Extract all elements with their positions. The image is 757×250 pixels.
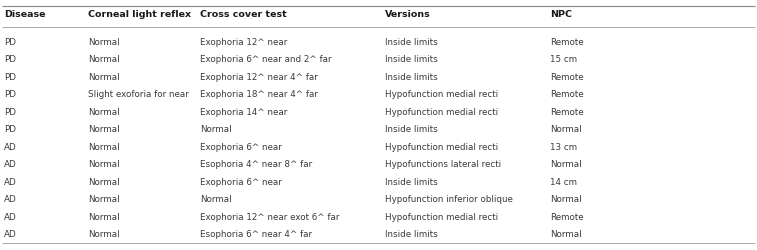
- Text: Normal: Normal: [550, 230, 581, 238]
- Text: Normal: Normal: [88, 177, 120, 186]
- Text: Hypofunction medial recti: Hypofunction medial recti: [385, 142, 498, 152]
- Text: Exophoria 6^ near: Exophoria 6^ near: [200, 142, 282, 152]
- Text: Exophoria 12^ near: Exophoria 12^ near: [200, 38, 288, 47]
- Text: Corneal light reflex: Corneal light reflex: [88, 10, 191, 19]
- Text: PD: PD: [4, 38, 16, 47]
- Text: 14 cm: 14 cm: [550, 177, 577, 186]
- Text: 15 cm: 15 cm: [550, 55, 577, 64]
- Text: Exophoria 14^ near: Exophoria 14^ near: [200, 108, 288, 116]
- Text: Normal: Normal: [88, 73, 120, 82]
- Text: Normal: Normal: [550, 195, 581, 204]
- Text: Hypofunction medial recti: Hypofunction medial recti: [385, 90, 498, 99]
- Text: Remote: Remote: [550, 90, 584, 99]
- Text: Inside limits: Inside limits: [385, 38, 438, 47]
- Text: Normal: Normal: [88, 38, 120, 47]
- Text: Inside limits: Inside limits: [385, 177, 438, 186]
- Text: Normal: Normal: [88, 55, 120, 64]
- Text: Normal: Normal: [88, 142, 120, 152]
- Text: AD: AD: [4, 230, 17, 238]
- Text: PD: PD: [4, 108, 16, 116]
- Text: Remote: Remote: [550, 108, 584, 116]
- Text: Cross cover test: Cross cover test: [200, 10, 287, 19]
- Text: Inside limits: Inside limits: [385, 125, 438, 134]
- Text: Normal: Normal: [200, 125, 232, 134]
- Text: 13 cm: 13 cm: [550, 142, 577, 152]
- Text: Exophoria 18^ near 4^ far: Exophoria 18^ near 4^ far: [200, 90, 318, 99]
- Text: Normal: Normal: [88, 108, 120, 116]
- Text: AD: AD: [4, 160, 17, 169]
- Text: Normal: Normal: [88, 212, 120, 221]
- Text: Esophoria 4^ near 8^ far: Esophoria 4^ near 8^ far: [200, 160, 312, 169]
- Text: AD: AD: [4, 142, 17, 152]
- Text: Versions: Versions: [385, 10, 431, 19]
- Text: Normal: Normal: [200, 195, 232, 204]
- Text: Normal: Normal: [88, 230, 120, 238]
- Text: Hypofunction medial recti: Hypofunction medial recti: [385, 212, 498, 221]
- Text: Slight exoforia for near: Slight exoforia for near: [88, 90, 189, 99]
- Text: Normal: Normal: [88, 125, 120, 134]
- Text: NPC: NPC: [550, 10, 572, 19]
- Text: PD: PD: [4, 125, 16, 134]
- Text: Exophoria 6^ near and 2^ far: Exophoria 6^ near and 2^ far: [200, 55, 332, 64]
- Text: Normal: Normal: [550, 125, 581, 134]
- Text: Hypofunction medial recti: Hypofunction medial recti: [385, 108, 498, 116]
- Text: AD: AD: [4, 195, 17, 204]
- Text: PD: PD: [4, 55, 16, 64]
- Text: PD: PD: [4, 73, 16, 82]
- Text: Hypofunction inferior oblique: Hypofunction inferior oblique: [385, 195, 513, 204]
- Text: Normal: Normal: [88, 195, 120, 204]
- Text: Inside limits: Inside limits: [385, 55, 438, 64]
- Text: Inside limits: Inside limits: [385, 73, 438, 82]
- Text: Normal: Normal: [88, 160, 120, 169]
- Text: PD: PD: [4, 90, 16, 99]
- Text: Remote: Remote: [550, 212, 584, 221]
- Text: Esophoria 6^ near 4^ far: Esophoria 6^ near 4^ far: [200, 230, 312, 238]
- Text: Remote: Remote: [550, 73, 584, 82]
- Text: Hypofunctions lateral recti: Hypofunctions lateral recti: [385, 160, 501, 169]
- Text: Exophoria 12^ near 4^ far: Exophoria 12^ near 4^ far: [200, 73, 318, 82]
- Text: AD: AD: [4, 177, 17, 186]
- Text: Remote: Remote: [550, 38, 584, 47]
- Text: Normal: Normal: [550, 160, 581, 169]
- Text: AD: AD: [4, 212, 17, 221]
- Text: Disease: Disease: [4, 10, 45, 19]
- Text: Exophoria 6^ near: Exophoria 6^ near: [200, 177, 282, 186]
- Text: Exophoria 12^ near exot 6^ far: Exophoria 12^ near exot 6^ far: [200, 212, 339, 221]
- Text: Inside limits: Inside limits: [385, 230, 438, 238]
